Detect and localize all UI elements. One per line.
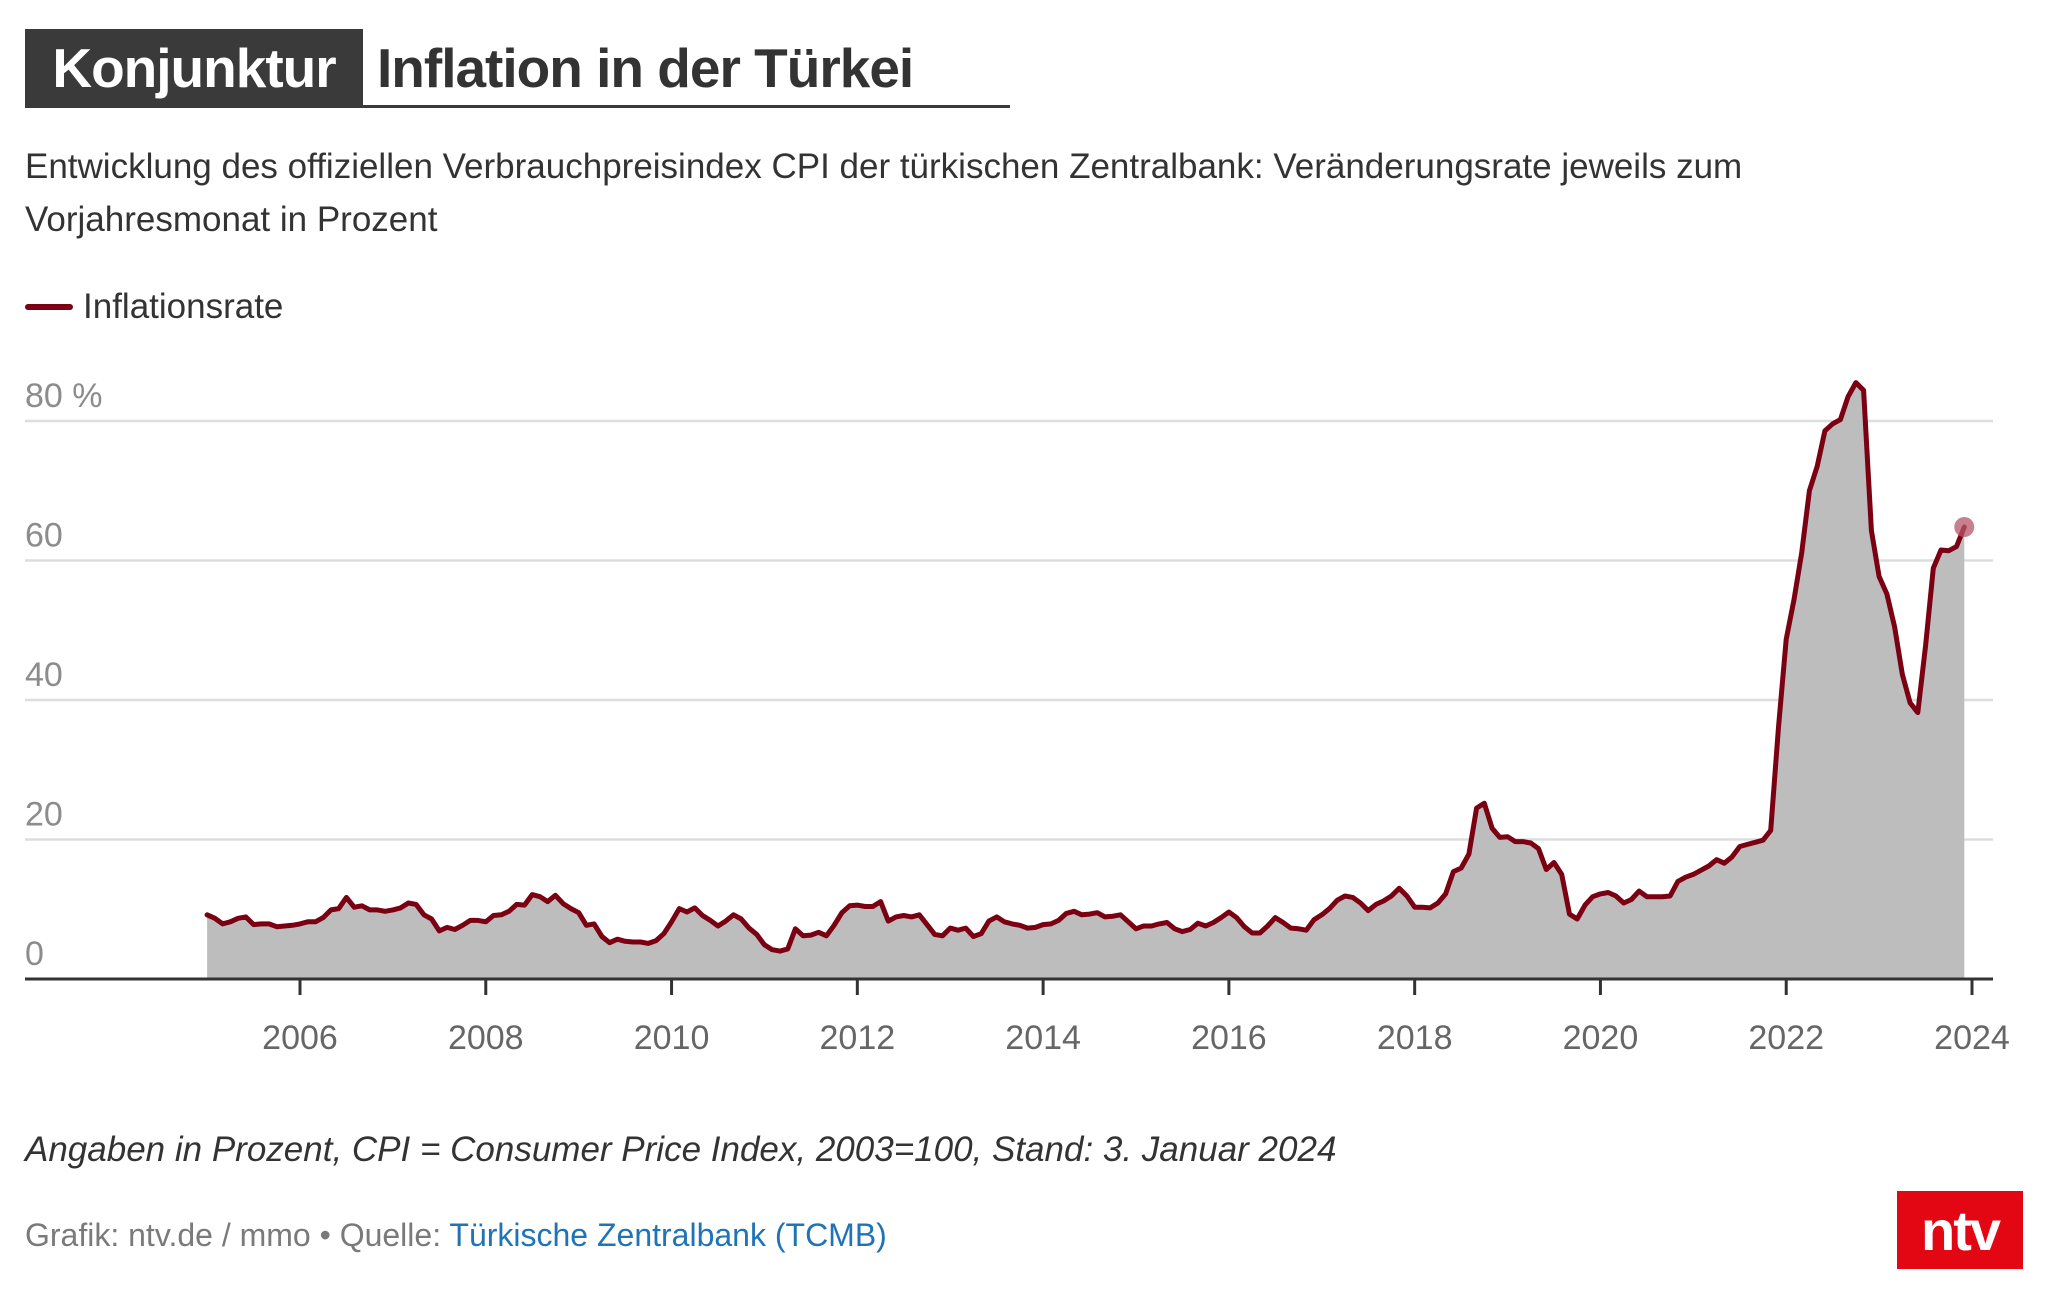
- x-tick-label: 2018: [1377, 1019, 1453, 1057]
- x-tick-label: 2006: [262, 1019, 338, 1057]
- x-axis-ticks: 2006 2008 2010 2012 2014 2016 2018 2020 2022 2024: [262, 979, 2010, 1057]
- y-tick-label: 40: [25, 656, 63, 694]
- x-tick-label: 2022: [1748, 1019, 1824, 1057]
- x-tick-label: 2020: [1563, 1019, 1639, 1057]
- x-tick-label: 2014: [1005, 1019, 1081, 1057]
- title-row: Konjunktur Inflation in der Türkei: [25, 29, 1010, 108]
- chart-plot: 0 20 40 60 80 % 2006 2008 2010 2012 2014 2016 2018…: [25, 377, 2010, 1057]
- ntv-logo: ntv: [1897, 1191, 2023, 1269]
- chart-subtitle: Entwicklung des offiziellen Verbrauchpre…: [25, 147, 1743, 239]
- x-tick-label: 2010: [634, 1019, 710, 1057]
- y-axis-labels: 0 20 40 60 80 %: [25, 377, 103, 973]
- series-area: [207, 382, 1965, 980]
- y-tick-label: 80 %: [25, 377, 103, 415]
- y-tick-label: 20: [25, 796, 63, 834]
- footnote: Angaben in Prozent, CPI = Consumer Price…: [25, 1130, 1337, 1169]
- kicker-badge: Konjunktur: [25, 29, 363, 108]
- legend: Inflationsrate: [25, 282, 283, 332]
- legend-line-icon: [25, 304, 73, 310]
- credit-line: Grafik: ntv.de / mmo • Quelle: Türkische…: [25, 1217, 887, 1254]
- y-tick-label: 60: [25, 517, 63, 555]
- series-line: [204, 380, 1967, 954]
- x-tick-label: 2024: [1934, 1019, 2010, 1057]
- credit-text: Grafik: ntv.de / mmo • Quelle:: [25, 1217, 450, 1253]
- last-point-marker: [1954, 517, 1975, 538]
- y-tick-label: 0: [25, 935, 44, 973]
- chart-title: Inflation in der Türkei: [377, 37, 914, 99]
- source-link[interactable]: Türkische Zentralbank (TCMB): [449, 1217, 887, 1253]
- legend-label: Inflationsrate: [83, 287, 284, 326]
- gridlines: [25, 419, 1993, 841]
- x-tick-label: 2016: [1191, 1019, 1267, 1057]
- x-tick-label: 2012: [820, 1019, 896, 1057]
- x-tick-label: 2008: [448, 1019, 524, 1057]
